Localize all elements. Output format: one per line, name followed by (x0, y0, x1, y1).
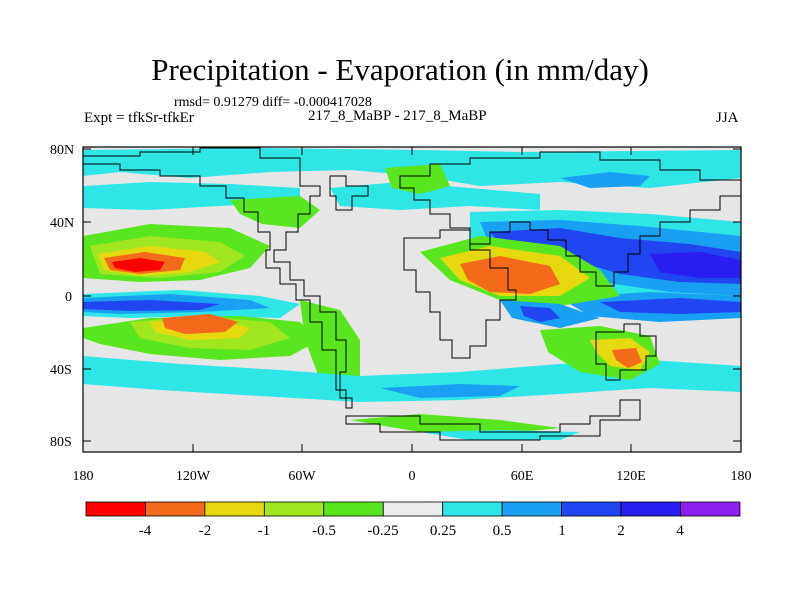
x-tick-label: 120E (616, 469, 646, 484)
y-tick-label: 80N (50, 143, 74, 158)
x-tick-label: 180 (731, 469, 752, 484)
colorbar-swatch (145, 501, 206, 517)
africa-outline (403, 229, 517, 359)
y-tick-label: 80S (50, 435, 72, 450)
australia-outline (595, 323, 657, 381)
x-tick-label: 60W (288, 469, 316, 484)
arctic-patch (560, 172, 650, 188)
europe-green (385, 164, 450, 194)
colorbar-label: -0.5 (312, 523, 336, 539)
colorbar: -4 -2 -1 -0.5 -0.25 0.25 0.5 1 2 4 (85, 501, 741, 539)
x-tick-label: 120W (176, 469, 211, 484)
itcz-east-core (600, 298, 741, 314)
north-atlantic-band (330, 182, 540, 210)
plot-title: Precipitation - Evaporation (in mm/day) (151, 52, 649, 87)
colorbar-swatch (263, 501, 325, 517)
colorbar-swatch (382, 501, 444, 517)
australia-dry-core (612, 348, 642, 368)
tick-marks (83, 147, 741, 452)
asia-wet-max (650, 252, 741, 278)
map-field (83, 147, 741, 452)
colorbar-label: -2 (199, 523, 212, 539)
colorbar-swatch (323, 501, 384, 517)
itcz-core (83, 300, 220, 311)
colorbar-swatch (620, 501, 681, 517)
africa-dry-core (460, 256, 560, 294)
y-tick-label: 40S (50, 363, 72, 378)
colorbar-label: -0.25 (367, 523, 398, 539)
antarctica-outline (345, 399, 641, 441)
colorbar-label: 0.25 (430, 523, 456, 539)
colorbar-swatch (442, 501, 503, 517)
x-tick-label: 180 (73, 469, 94, 484)
y-tick-label: 40N (50, 216, 74, 231)
coastlines (83, 147, 742, 441)
colorbar-swatch (204, 501, 265, 517)
colorbar-label: 4 (676, 523, 684, 539)
x-tick-label: 60E (511, 469, 534, 484)
season-label: JJA (716, 110, 739, 126)
colorbar-label: 0.5 (493, 523, 512, 539)
colorbar-label: -1 (258, 523, 271, 539)
stats-label: rmsd= 0.91279 diff= -0.000417028 (174, 95, 372, 110)
greenland-outline (329, 175, 369, 211)
southern-ocean-core (380, 384, 520, 398)
americas-outline (83, 147, 353, 409)
colorbar-swatch (501, 501, 562, 517)
colorbar-swatch (85, 501, 146, 517)
x-tick-label: 0 (409, 469, 416, 484)
y-tick-label: 0 (65, 290, 72, 305)
colorbar-label: -4 (139, 523, 152, 539)
colorbar-swatch (680, 501, 741, 517)
tropical-blue-core (520, 306, 560, 322)
colorbar-label: 2 (617, 523, 625, 539)
spac-dry-core (162, 314, 238, 334)
npac-dry-max (112, 258, 165, 272)
experiment-label: Expt = tfkSr-tfkEr (84, 110, 194, 126)
case-label: 217_8_MaBP - 217_8_MaBP (308, 108, 487, 124)
colorbar-swatch (561, 501, 622, 517)
colorbar-label: 1 (558, 523, 566, 539)
